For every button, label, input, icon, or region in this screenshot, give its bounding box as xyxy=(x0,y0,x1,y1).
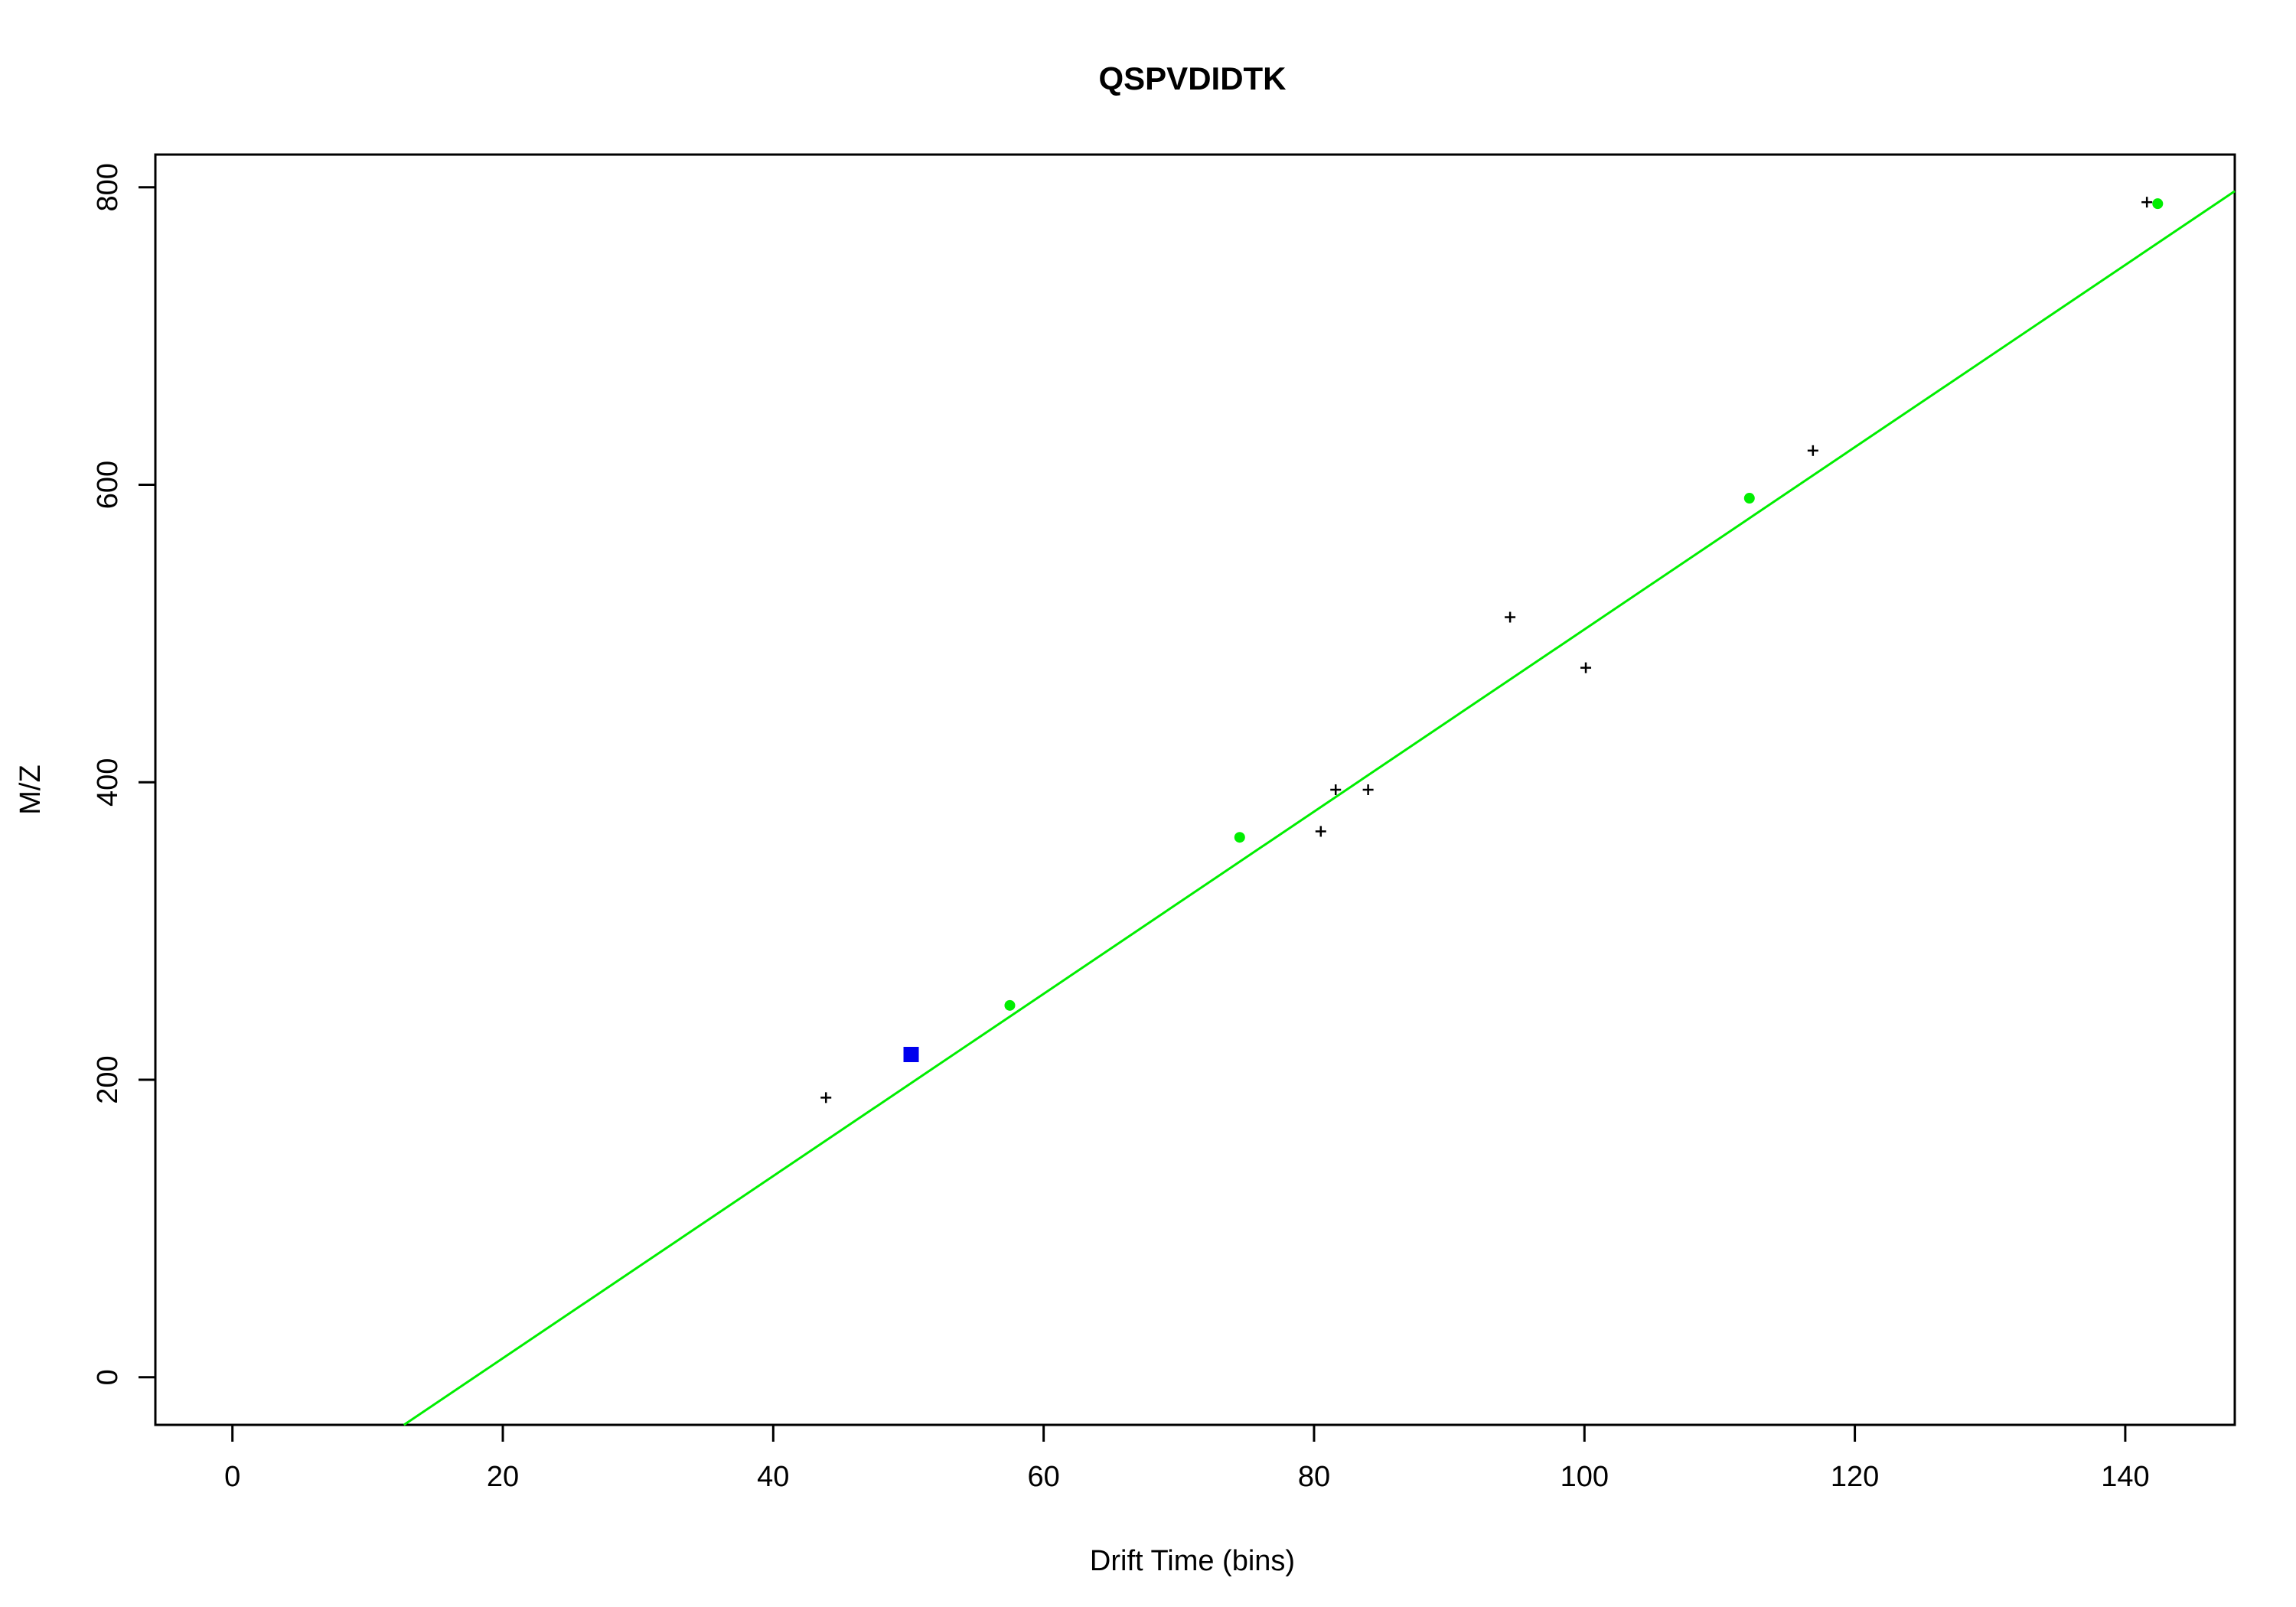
matched-point xyxy=(1234,832,1245,843)
x-axis: 0 20 40 60 80 100 120 140 xyxy=(224,1423,2150,1493)
matched-point xyxy=(1743,493,1755,504)
query-point xyxy=(903,1046,919,1062)
cross-point xyxy=(1315,826,1326,837)
matched-point xyxy=(2152,198,2164,210)
cross-point xyxy=(1580,662,1592,673)
x-tick-label: 80 xyxy=(1298,1461,1330,1493)
cross-point xyxy=(1362,784,1374,795)
y-tick-label: 0 xyxy=(92,1369,124,1385)
y-tick-label: 200 xyxy=(92,1055,124,1103)
cross-point xyxy=(2141,197,2153,208)
y-tick-label: 400 xyxy=(92,758,124,807)
chart-title: QSPVDIDTK xyxy=(1098,60,1286,96)
matched-point xyxy=(1004,999,1016,1011)
fit-line-layer xyxy=(403,190,2236,1426)
points-layer xyxy=(820,197,2164,1103)
x-tick-label: 20 xyxy=(487,1461,519,1493)
y-axis: 0 200 400 600 800 xyxy=(92,163,157,1385)
cross-point xyxy=(820,1092,832,1103)
y-axis-label: M/Z xyxy=(15,764,47,814)
x-tick-label: 140 xyxy=(2101,1461,2149,1493)
x-tick-label: 40 xyxy=(757,1461,789,1493)
x-tick-label: 120 xyxy=(1831,1461,1879,1493)
plot-frame xyxy=(154,153,2236,1426)
y-tick-label: 800 xyxy=(92,163,124,211)
cross-point xyxy=(1807,445,1818,456)
cross-point xyxy=(1330,784,1342,795)
y-tick-label: 600 xyxy=(92,461,124,509)
x-axis-label: Drift Time (bins) xyxy=(1090,1545,1295,1577)
x-tick-label: 60 xyxy=(1028,1461,1060,1493)
cross-point xyxy=(1505,611,1516,623)
x-tick-label: 100 xyxy=(1561,1461,1609,1493)
x-tick-label: 0 xyxy=(224,1461,240,1493)
fit-line xyxy=(403,190,2236,1426)
